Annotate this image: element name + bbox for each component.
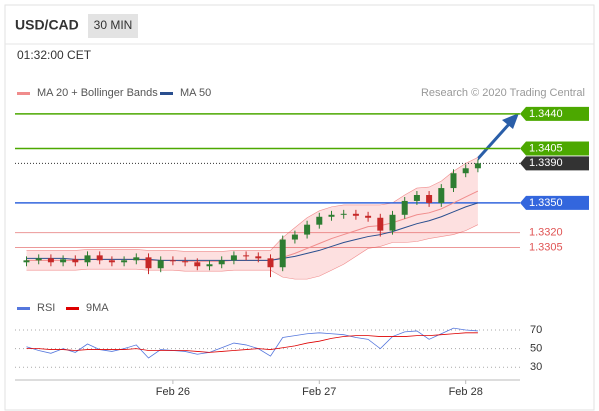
bollinger-upper <box>26 157 479 252</box>
candle-body <box>121 260 128 263</box>
y-tick-label: 70 <box>530 324 542 336</box>
candle-body <box>365 215 372 218</box>
x-tick-label: Feb 28 <box>449 386 483 398</box>
candle-body <box>316 216 323 225</box>
legend-swatch <box>160 92 173 95</box>
legend-swatch <box>17 92 30 95</box>
y-tick-label: 50 <box>530 343 542 355</box>
level-label: 1.3305 <box>529 241 563 253</box>
x-tick-label: Feb 26 <box>156 386 190 398</box>
legend-label: MA 20 + Bollinger Bands <box>37 87 158 99</box>
legend-swatch <box>17 307 30 310</box>
symbol: USD/CAD <box>15 17 79 33</box>
legend-swatch <box>66 307 79 310</box>
candle-body <box>145 257 152 269</box>
candle-body <box>267 258 274 268</box>
candle-body <box>462 168 469 174</box>
candle-body <box>304 224 311 235</box>
timeframe-bg <box>88 14 138 38</box>
candle-body <box>438 188 445 203</box>
candle-body <box>182 261 189 263</box>
level-tag <box>520 106 589 121</box>
candle-body <box>72 259 79 263</box>
timeframe[interactable]: 30 MIN <box>94 18 133 32</box>
arrow <box>473 121 512 164</box>
candle-body <box>169 260 176 262</box>
candle-body <box>60 259 67 263</box>
candle-body <box>108 260 115 263</box>
candle-body <box>291 234 298 240</box>
candle-body <box>23 260 30 263</box>
level-label: 1.3405 <box>529 142 563 154</box>
level-label: 1.3440 <box>529 108 563 120</box>
candle-body <box>426 195 433 203</box>
x-tick-label: Feb 27 <box>302 386 336 398</box>
candle-body <box>194 262 201 267</box>
level-label: 1.3350 <box>529 197 563 209</box>
candle-body <box>35 258 42 261</box>
candle-body <box>218 260 225 265</box>
candle-body <box>413 195 420 201</box>
candle-body <box>96 255 103 261</box>
candle-body <box>279 239 286 268</box>
level-tag <box>520 195 589 210</box>
indicator-line <box>26 332 478 353</box>
candle-body <box>255 256 262 259</box>
candle-body <box>340 213 347 215</box>
level-tag <box>520 141 589 156</box>
bollinger-lower <box>26 224 479 280</box>
legend-label: RSI <box>37 302 55 314</box>
candle-body <box>243 255 250 257</box>
legend-label: 9MA <box>86 302 109 314</box>
candle-body <box>206 264 213 267</box>
arrow-head <box>502 113 519 129</box>
candle-body <box>401 200 408 215</box>
level-label: 1.3320 <box>529 227 563 239</box>
level-label: 1.3390 <box>529 157 563 169</box>
candle-body <box>328 214 335 217</box>
candle-body <box>352 213 359 216</box>
candle-body <box>157 260 164 269</box>
legend-label: MA 50 <box>180 87 211 99</box>
candle-body <box>450 173 457 189</box>
candle-body <box>389 214 396 231</box>
candle-body <box>84 255 91 263</box>
time: 01:32:00 CET <box>17 48 92 62</box>
candle-body <box>474 163 481 169</box>
candle-body <box>133 257 140 261</box>
candle-body <box>230 255 237 261</box>
panel <box>4 4 595 411</box>
candle-body <box>47 258 54 263</box>
credit: Research © 2020 Trading Central <box>421 87 585 99</box>
candle-body <box>377 217 384 231</box>
level-tag <box>520 156 589 171</box>
y-tick-label: 30 <box>530 361 542 373</box>
bollinger-band <box>26 157 478 280</box>
